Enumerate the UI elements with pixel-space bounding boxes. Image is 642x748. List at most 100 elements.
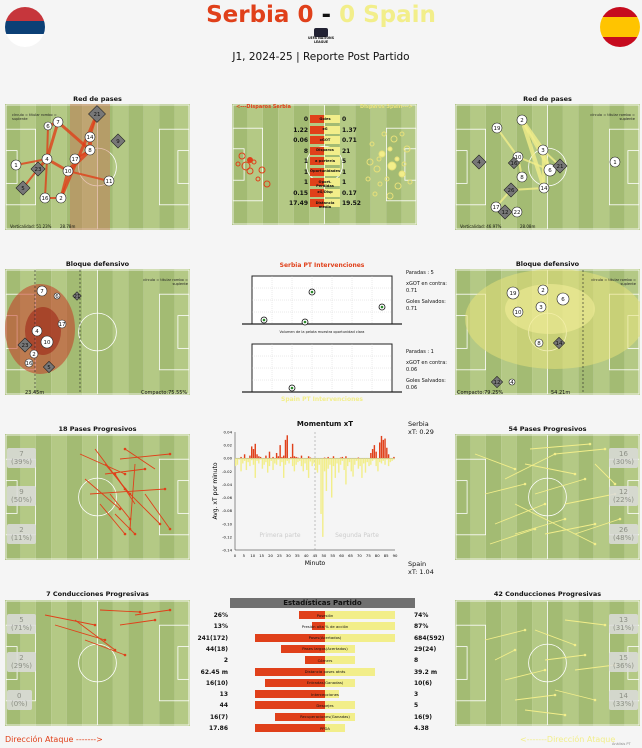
- second-half-label: Segunda Parte: [335, 532, 379, 539]
- progressive-arrow: [564, 493, 616, 505]
- home-keeper-saved: 0.71: [406, 306, 418, 312]
- pitch-stripe: [97, 104, 113, 230]
- away-def-block-title: Bloque defensivo: [515, 260, 580, 268]
- away-shot: [373, 165, 381, 173]
- right-six: [177, 315, 190, 349]
- zone-count: 14: [619, 692, 628, 700]
- player-number: 21: [557, 164, 564, 170]
- home-carry-zone-box: 0 (0%): [7, 690, 32, 710]
- away-stat-value: 3: [414, 691, 419, 699]
- arrow-head: [593, 698, 597, 702]
- zone-count: 26: [619, 526, 628, 534]
- player-node: [512, 306, 524, 318]
- home-bar: [277, 456, 280, 459]
- away-bar: [345, 458, 347, 485]
- home-stat-bar: [255, 701, 325, 710]
- home-db-height: 23.45m: [25, 390, 45, 396]
- player-number: 10: [65, 169, 72, 175]
- player-number: 22: [514, 210, 521, 216]
- player-node: [53, 292, 61, 300]
- away-bar: [261, 458, 264, 469]
- arrow-head: [133, 532, 137, 536]
- away-bar: [243, 458, 246, 461]
- away-bar: [281, 458, 283, 463]
- away-stat-value: 29(24): [414, 645, 437, 653]
- progressive-arrow: [574, 518, 621, 535]
- away-def-block-pitch: 19 2 6 3 10 8 14 12 4: [455, 269, 640, 395]
- away-shot-bar: [324, 136, 340, 144]
- away-bar: [247, 458, 249, 463]
- away-keeper-goal: [242, 343, 402, 393]
- progressive-arrow: [484, 629, 526, 641]
- stat-label: Distancia pases atrás: [304, 669, 346, 674]
- left-six: [455, 646, 468, 680]
- shot-stat-row: 0 Goles 0: [232, 115, 417, 124]
- away-bar: [359, 458, 361, 467]
- home-pn-dist: 28.78m: [60, 224, 76, 229]
- away-bar: [343, 458, 345, 471]
- x-tick-label: 55: [330, 553, 335, 558]
- away-shot: [366, 158, 374, 166]
- home-shot-value: 1: [303, 179, 308, 186]
- match-stat-row: 26% Posesión 74%: [180, 611, 470, 621]
- player-node: [55, 192, 67, 204]
- player-number: 17: [72, 157, 79, 163]
- away-shot-value: 0.17: [342, 189, 357, 197]
- arrow-head: [168, 452, 172, 456]
- progressive-arrow: [124, 488, 161, 525]
- pitch-stripe: [624, 104, 640, 230]
- away-bar: [387, 458, 390, 467]
- away-shot: [365, 176, 371, 182]
- zone-count: 16: [619, 450, 628, 458]
- player-number: 17: [59, 322, 66, 328]
- away-bar: [348, 458, 351, 463]
- away-shot-value: 1: [342, 168, 347, 176]
- y-tick-label: 0.04: [224, 430, 233, 435]
- home-bar: [339, 457, 342, 459]
- home-prog-pass-title: 18 Pases Progresivos: [58, 425, 137, 433]
- player-node: [535, 301, 547, 313]
- y-tick-label: -0.06: [222, 495, 232, 500]
- progressive-arrow: [89, 488, 166, 495]
- arrow-head: [603, 623, 607, 627]
- progressive-arrow: [124, 448, 156, 470]
- away-bar: [357, 458, 360, 469]
- away-bar: [379, 458, 381, 463]
- pitch-stripe: [97, 434, 113, 560]
- away-stat-bar: [325, 678, 355, 687]
- nations-league-logo: UEFA NATIONS LEAGUE: [304, 28, 338, 46]
- home-shot-value: 0: [303, 116, 308, 123]
- player-node: [497, 204, 513, 220]
- away-bar: [307, 458, 310, 478]
- arrow-head: [588, 442, 592, 446]
- home-stat-bar: [281, 644, 325, 653]
- pitch-stripe: [532, 104, 548, 230]
- pitch-stripe: [455, 269, 471, 395]
- home-stat-value: 62.45 m: [200, 668, 228, 676]
- away-bar: [352, 458, 354, 477]
- zone-count: 12: [619, 488, 628, 496]
- progressive-arrow: [514, 694, 556, 701]
- player-number: 2: [520, 118, 524, 124]
- home-shot: [241, 161, 251, 171]
- arrow-head: [123, 532, 127, 536]
- pitch-stripe: [51, 434, 67, 560]
- stat-label: Entradas(Ganadas): [306, 680, 344, 686]
- home-bar: [307, 456, 310, 459]
- match-stat-row: 44(18) Pases largos(Acertados) 29(24): [180, 644, 470, 655]
- centre-circle: [528, 477, 567, 517]
- player-number: 16: [42, 196, 49, 202]
- player-node: [552, 158, 568, 174]
- y-axis-label: Avg. xT por minuto: [212, 462, 219, 519]
- away-stat-value: 39.2 m: [414, 668, 438, 676]
- serbia-flag-icon: [5, 7, 45, 47]
- x-tick-label: 75: [366, 553, 371, 558]
- away-bar: [263, 458, 265, 465]
- home-pn-vert: Verticalidad: 51.23%: [10, 224, 52, 229]
- away-pn-legend: círculo = titular rombo = suplente: [590, 113, 635, 122]
- player-number: 17: [493, 205, 500, 211]
- away-bar: [389, 458, 392, 463]
- away-stat-bar: [325, 724, 345, 732]
- away-shot-value: 21: [342, 147, 351, 155]
- y-tick-label: 0.00: [224, 456, 233, 461]
